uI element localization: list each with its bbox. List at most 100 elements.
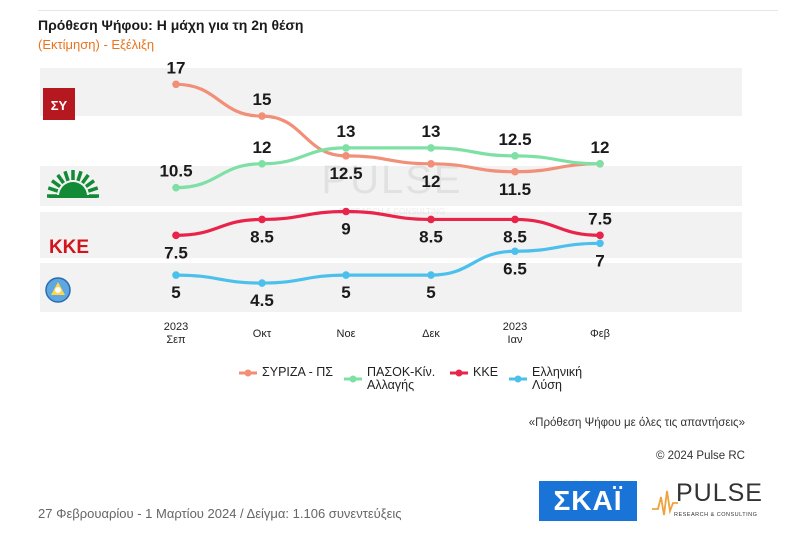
legend-label: ΚΚΕ [473, 365, 499, 379]
data-point [427, 144, 435, 152]
legend-swatch [509, 375, 528, 383]
data-point [258, 215, 266, 224]
x-tick-label: Δεκ [422, 328, 440, 340]
x-tick-label: Σεπ [166, 334, 186, 346]
data-label: 4.5 [250, 291, 274, 310]
data-point [511, 167, 519, 176]
row-band-3 [40, 263, 742, 312]
data-label: 7.5 [588, 209, 612, 228]
pulse-logo: PULSE RESEARCH & CONSULTING [652, 479, 770, 525]
legend-label: ΠΑΣΟΚ-Κίν. Αλλαγής [367, 365, 436, 392]
x-tick-label: Ιαν [508, 334, 523, 346]
legend-item-2: ΚΚΕ [449, 366, 498, 379]
data-point [172, 183, 180, 192]
data-point [427, 160, 435, 168]
data-label: 15 [253, 90, 272, 109]
data-point [172, 271, 180, 279]
data-label: 5 [426, 283, 435, 302]
data-label: 8.5 [419, 227, 443, 246]
data-label: 7.5 [164, 243, 188, 262]
data-label: 8.5 [250, 227, 274, 246]
data-point [596, 231, 604, 240]
pulse-logo-text: PULSE [676, 479, 763, 507]
row-band-1 [40, 166, 742, 206]
legend-item-3: Ελληνική Λύση [508, 366, 604, 392]
data-point [511, 215, 519, 224]
series-line-0 [175, 82, 601, 174]
data-point [427, 271, 435, 279]
data-point [596, 160, 604, 168]
series-points [172, 80, 604, 287]
row-bands [40, 68, 742, 312]
data-point [342, 207, 350, 216]
top-divider [38, 10, 778, 11]
data-point [172, 231, 180, 240]
data-point [258, 160, 266, 168]
data-label: 11.5 [499, 180, 531, 199]
data-label: 13 [337, 122, 356, 141]
kke-logo-icon: ΚΚΕ [49, 237, 89, 256]
data-label: 10.5 [159, 162, 192, 181]
data-label: 12.5 [329, 164, 362, 183]
legend-label: ΣΥΡΙΖΑ - ΠΣ [262, 365, 334, 379]
skai-logo: ΣΚΑΪ [539, 481, 637, 521]
x-tick-label: Νοε [337, 328, 356, 340]
chart-title: Πρόθεση Ψήφου: Η μάχη για τη 2η θέση [38, 17, 304, 33]
legend-item-1: ΠΑΣΟΚ-Κίν. Αλλαγής [343, 366, 439, 392]
data-point [342, 271, 350, 279]
data-label: 5 [341, 283, 350, 302]
footnote: «Πρόθεση Ψήφου με όλες τις απαντήσεις» [528, 417, 745, 429]
data-point [342, 152, 350, 160]
series-line-2 [175, 209, 601, 237]
syriza-logo-icon: ΣΥ [43, 88, 75, 120]
x-tick-label: Οκτ [253, 328, 272, 340]
data-label: 5 [171, 283, 180, 302]
row-band-0 [40, 68, 742, 116]
svg-text:RESEARCH & CONSULTING: RESEARCH & CONSULTING [339, 207, 445, 216]
sample-info: 27 Φεβρουαρίου - 1 Μαρτίου 2024 / Δείγμα… [38, 506, 402, 521]
copyright: © 2024 Pulse RC [655, 450, 745, 462]
chart-subtitle: (Εκτίμηση) - Εξέλιξη [38, 37, 155, 52]
pulse-wave-icon [652, 490, 678, 516]
legend-swatch [239, 369, 257, 376]
data-label: 12 [253, 138, 272, 157]
pulse-logo-subtext: RESEARCH & CONSULTING [674, 512, 758, 518]
svg-text:ΚΚΕ: ΚΚΕ [49, 237, 89, 256]
legend-swatch [450, 369, 469, 376]
data-label: 8.5 [503, 227, 527, 246]
pasok-sun-logo-icon [47, 170, 99, 198]
data-label: 12 [422, 172, 441, 191]
row-band-2 [40, 212, 742, 258]
data-point [342, 144, 350, 152]
data-labels: 17 15 12.5 12 11.5 10.5 12 13 13 12.5 12 7.5 8.5 9 8.5… [159, 58, 611, 310]
data-label: 17 [167, 58, 186, 77]
data-point [427, 215, 435, 224]
svg-text:ΣΥ: ΣΥ [51, 98, 68, 113]
data-point [172, 80, 180, 89]
data-point [511, 152, 519, 160]
data-point [258, 279, 266, 287]
elliniki-lysi-logo-icon [45, 277, 71, 303]
data-label: 9 [341, 220, 350, 239]
data-label: 12 [591, 138, 610, 157]
data-point [596, 239, 604, 248]
legend-item-0: ΣΥΡΙΖΑ - ΠΣ [238, 366, 333, 379]
chart-legend: ΣΥΡΙΖΑ - ΠΣ ΠΑΣΟΚ-Κίν. Αλλαγής ΚΚΕ Ελληνική… [238, 366, 604, 392]
series-line-3 [175, 241, 601, 285]
data-label: 7 [595, 251, 604, 270]
skai-logo-text: ΣΚΑΪ [553, 485, 623, 516]
series-lines [175, 82, 601, 285]
data-point [511, 247, 519, 256]
x-tick-year: 2023 [164, 321, 188, 333]
data-label: 13 [422, 122, 441, 141]
data-point [258, 112, 266, 120]
series-line-1 [175, 146, 601, 190]
x-tick-label: Φεβ [590, 328, 610, 340]
data-label: 6.5 [503, 259, 527, 278]
legend-swatch [344, 375, 363, 383]
x-tick-year: 2023 [503, 321, 527, 333]
data-label: 12.5 [498, 130, 531, 149]
legend-label: Ελληνική Λύση [532, 365, 583, 392]
